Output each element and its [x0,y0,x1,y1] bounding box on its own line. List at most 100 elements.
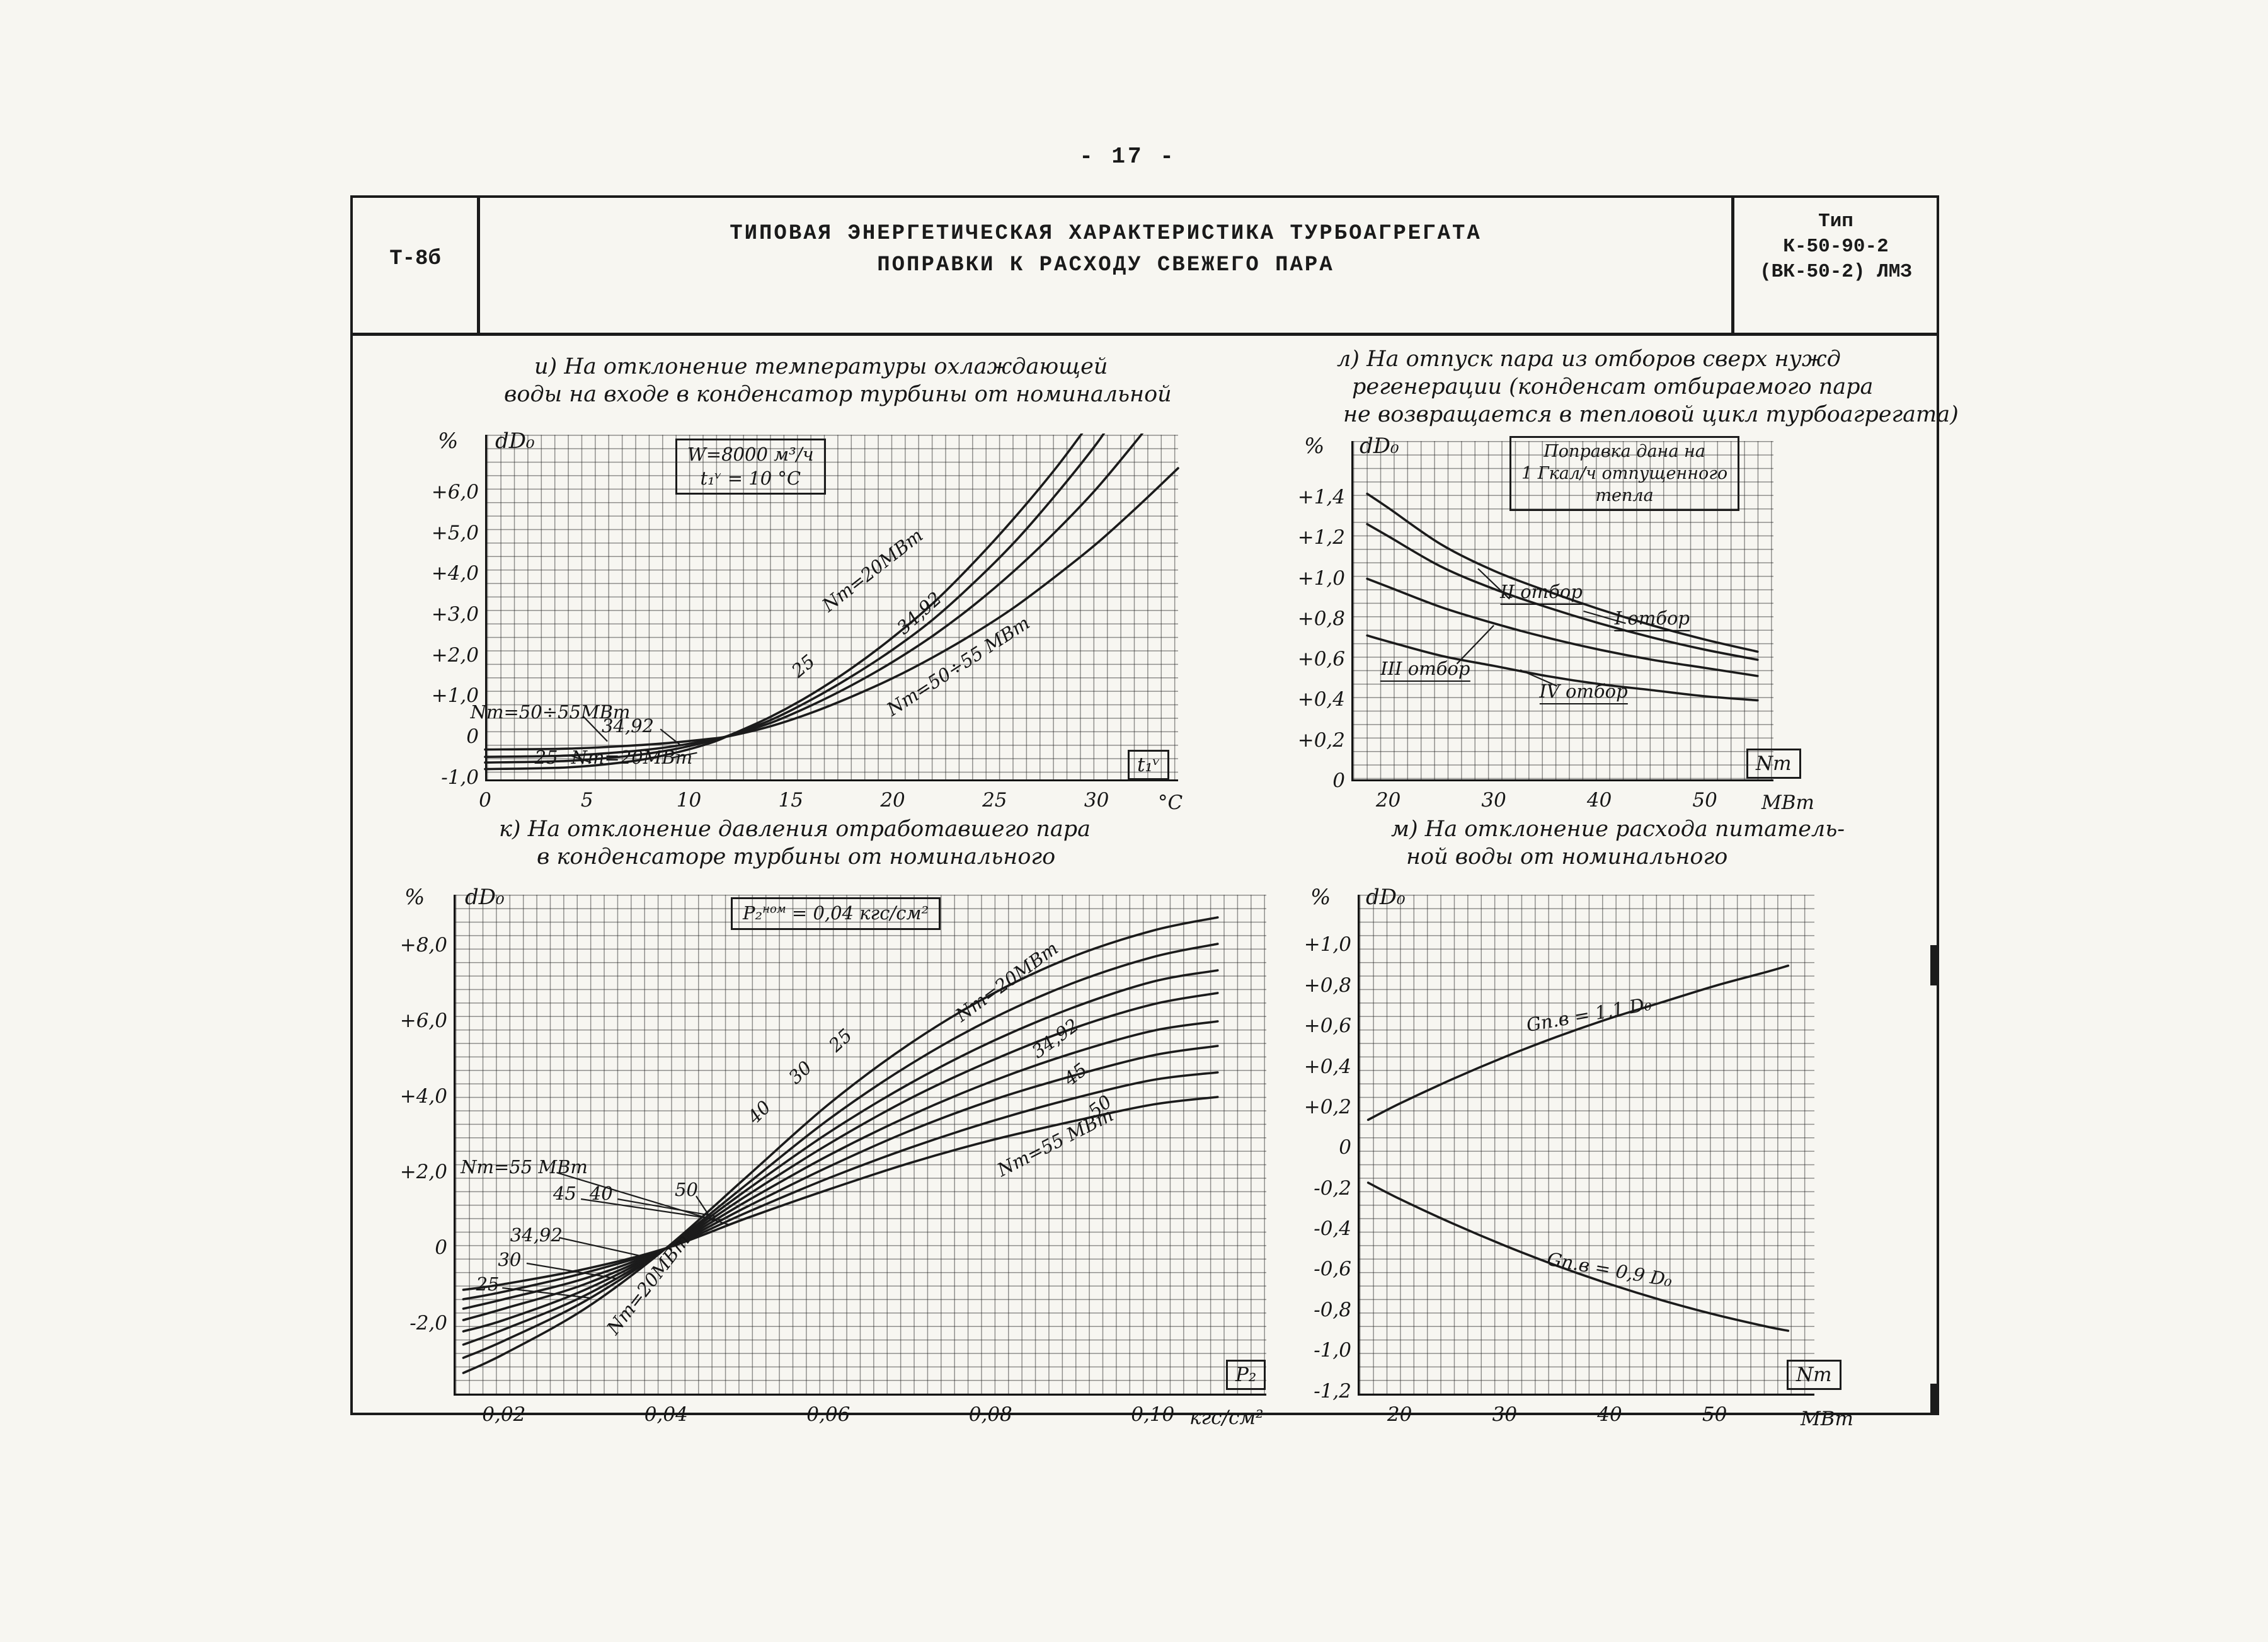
chart-l-y-tick: +0,8 [1297,607,1345,630]
chart-l-curve-label: IV отбор [1539,680,1628,704]
document-code: Т-8б [389,247,441,271]
chart-k-x-tick: 0,06 [806,1403,850,1426]
chart-i-yaxis-unit: % [438,428,459,454]
chart-i-curve-label: 34,92 [601,715,654,737]
chart-i-title-line2: воды на входе в конденсатор турбины от н… [504,382,1172,407]
chart-l-xaxis-symbol-box: Nт [1746,749,1801,779]
chart-k-yaxis-symbol: dD₀ [465,885,505,910]
chart-m-yaxis-symbol: dD₀ [1366,885,1406,910]
chart-l-x-tick: 50 [1692,789,1717,812]
chart-i-xaxis-symbol-box: t₁ᵛ [1128,750,1170,780]
chart-i-y-tick: +3,0 [431,603,479,626]
header-divider-right [1731,195,1734,335]
chart-l-x-tick: 20 [1375,789,1401,812]
chart-k-xaxis-symbol-box: P₂ [1226,1360,1266,1390]
chart-k-curve-label: Nт=55 МВт [461,1156,588,1178]
chart-l-x-tick: 40 [1586,789,1612,812]
chart-m-y-tick: +0,8 [1303,973,1351,997]
chart-i-yaxis-symbol: dD₀ [495,428,535,454]
chart-m-y-tick: 0 [1339,1136,1351,1159]
chart-l-y-tick: +0,4 [1297,688,1345,711]
chart-m-y-tick: +1,0 [1303,933,1351,956]
header-divider-left [477,195,480,335]
chart-m-y-tick: +0,4 [1303,1055,1351,1078]
document-title-line1: ТИПОВАЯ ЭНЕРГЕТИЧЕСКАЯ ХАРАКТЕРИСТИКА ТУ… [730,222,1482,246]
chart-l-note-box: Поправка дана на 1 Гкал/ч отпущенного те… [1509,436,1740,512]
type-value-line1: К-50-90-2 [1783,236,1889,258]
chart-m-y-tick: -0,6 [1314,1258,1351,1281]
chart-m-y-tick: +0,6 [1303,1014,1351,1038]
chart-i-x-tick: 5 [580,789,593,812]
chart-i-x-tick: 20 [880,789,905,812]
chart-l-y-tick: 0 [1332,769,1345,792]
chart-i-note-line1: W=8000 м³/ч [687,444,814,465]
chart-k-y-tick: +2,0 [399,1161,447,1183]
chart-m-plot-area [1358,895,1814,1396]
chart-k-curve-label: 50 [675,1179,698,1200]
chart-i-y-tick: +6,0 [431,480,479,503]
chart-k-y-tick: 0 [435,1236,447,1259]
chart-i-y-tick: +2,0 [431,643,479,667]
chart-l-note-line2: 1 Гкал/ч отпущенного [1521,464,1728,484]
ink-mark [1930,945,1939,985]
chart-k-y-tick: +8,0 [399,934,447,956]
chart-k-note-symbol: P₂ [743,902,763,924]
chart-m-yaxis-unit: % [1310,885,1331,910]
chart-l-curve-label: II отбор [1500,581,1583,606]
chart-k-y-tick: +4,0 [399,1085,447,1108]
chart-k-xaxis-unit: кгс/см² [1189,1406,1264,1429]
chart-k-curve-label: 40 [589,1183,613,1204]
chart-i-x-tick: 10 [676,789,702,812]
chart-k-title-line1: к) На отклонение давления отработавшего … [499,817,1091,842]
chart-k-note-value: = 0,04 кгс/см² [786,902,929,924]
chart-k-y-tick: -2,0 [410,1312,447,1335]
chart-i-xaxis-unit: °C [1158,791,1183,814]
chart-m-y-tick: -0,4 [1314,1217,1351,1241]
type-value-line2: (ВК-50-2) ЛМЗ [1760,261,1912,283]
chart-i-curve-label: Nт=20МВт [571,747,693,769]
chart-k-plot-area [454,895,1266,1396]
chart-i-y-tick: +4,0 [431,562,479,585]
chart-l-title-line1: л) На отпуск пара из отборов сверх нужд [1337,347,1841,372]
document-title-line2: ПОПРАВКИ К РАСХОДУ СВЕЖЕГО ПАРА [877,253,1334,277]
chart-l-x-tick: 30 [1481,789,1506,812]
chart-k-x-tick: 0,10 [1131,1403,1175,1426]
chart-k-curve-label: 45 [553,1183,576,1204]
chart-k-title-line2: в конденсаторе турбины от номинального [537,844,1056,870]
chart-i-y-tick: +5,0 [431,521,479,544]
type-label: Тип [1818,210,1853,233]
chart-i-note-line2: t₁ᵛ = 10 °C [700,467,801,489]
chart-l-yaxis-unit: % [1304,433,1325,459]
chart-i-x-tick: 30 [1084,789,1109,812]
chart-k-y-tick: +6,0 [399,1009,447,1032]
chart-i-x-tick: 0 [479,789,491,812]
chart-l-y-tick: +0,2 [1297,728,1345,752]
chart-k-x-tick: 0,02 [482,1403,526,1426]
chart-l-xaxis-unit: МВт [1761,791,1814,814]
ink-mark [1930,1384,1939,1414]
chart-i-y-tick: 0 [466,725,479,749]
chart-l-title-line3: не возвращается в тепловой цикл турбоагр… [1343,402,1959,427]
chart-i-y-tick: +1,0 [431,684,479,708]
chart-i-y-tick: -1,0 [441,766,479,789]
chart-l-title-line2: регенерации (конденсат отбираемого пара [1352,374,1874,399]
chart-i-note-box: W=8000 м³/ч t₁ᵛ = 10 °C [675,439,826,495]
chart-i-x-tick: 25 [982,789,1007,812]
chart-l-yaxis-symbol: dD₀ [1360,433,1399,459]
chart-k-yaxis-unit: % [404,885,425,910]
chart-k-note-superscript: ном [762,902,786,916]
chart-m-y-tick: -1,0 [1314,1339,1351,1362]
chart-m-x-tick: 40 [1597,1403,1622,1426]
chart-m-title-line1: м) На отклонение расхода питатель- [1391,817,1845,842]
document-frame [350,195,1939,1415]
chart-m-xaxis-unit: МВт [1801,1408,1853,1430]
chart-i-curve-label: 25 [534,747,558,769]
chart-k-curve-label: 34,92 [510,1224,563,1246]
chart-k-curve-label: 30 [498,1249,522,1270]
chart-l-curve-label: I отбор [1614,607,1690,631]
chart-k-x-tick: 0,08 [968,1403,1012,1426]
chart-l-y-tick: +1,2 [1297,526,1345,549]
chart-m-x-tick: 50 [1702,1403,1727,1426]
chart-m-xaxis-symbol-box: Nт [1787,1360,1841,1390]
